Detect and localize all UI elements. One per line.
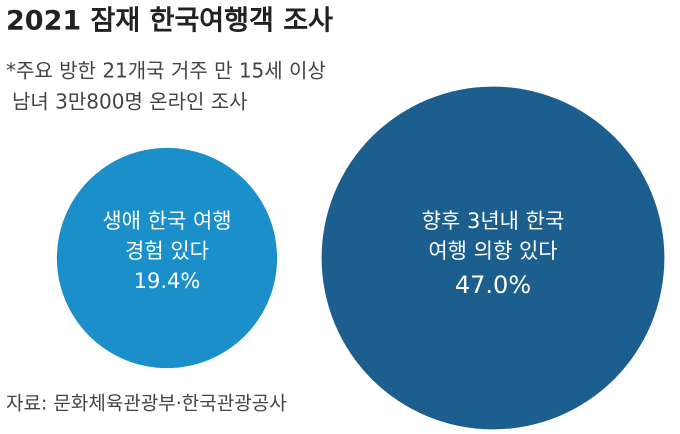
bubble: [321, 86, 665, 430]
source: 자료: 문화체육관광부·한국관광공사: [6, 393, 287, 415]
chart-title: 2021 잠재 한국여행객 조사: [6, 6, 333, 37]
subtitle: 남녀 3만800명 온라인 조사: [12, 90, 248, 114]
bubble-label: 여행 의향 있다: [428, 239, 557, 263]
value-label: 19.4%: [134, 269, 201, 293]
bubble: [56, 147, 278, 369]
value-label: 47.0%: [455, 271, 531, 299]
subtitle: *주요 방한 21개국 거주 만 15세 이상: [6, 59, 326, 83]
bubble-label: 경험 있다: [125, 239, 209, 263]
bubble-label: 생애 한국 여행: [102, 209, 231, 233]
bubble-label: 향후 3년내 한국: [422, 209, 565, 233]
